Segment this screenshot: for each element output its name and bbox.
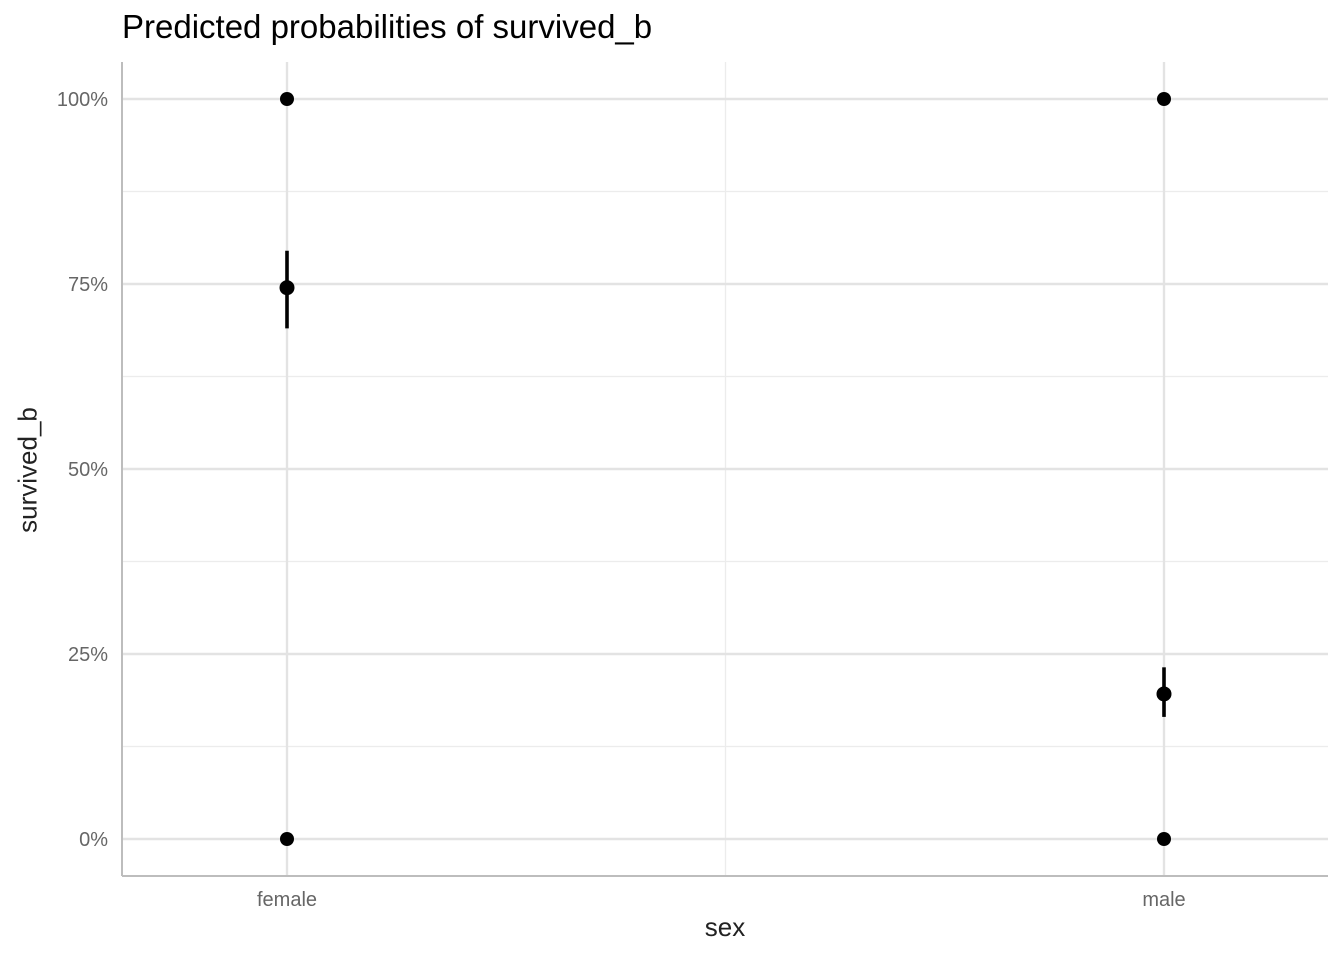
chart-title: Predicted probabilities of survived_b xyxy=(122,8,653,45)
y-tick-label: 75% xyxy=(68,274,108,296)
observed-point xyxy=(1157,832,1171,846)
x-axis-label: sex xyxy=(704,912,746,942)
y-tick-label: 0% xyxy=(79,829,108,851)
y-tick-label: 50% xyxy=(68,459,108,481)
predicted-point xyxy=(279,280,295,296)
y-tick-label: 100% xyxy=(57,89,108,111)
x-tick-label: female xyxy=(257,889,317,911)
observed-point xyxy=(280,832,294,846)
observed-point xyxy=(280,92,294,106)
y-tick-label: 25% xyxy=(68,644,108,666)
x-tick-label: male xyxy=(1142,889,1185,911)
predicted-point xyxy=(1156,686,1172,702)
observed-point xyxy=(1157,92,1171,106)
